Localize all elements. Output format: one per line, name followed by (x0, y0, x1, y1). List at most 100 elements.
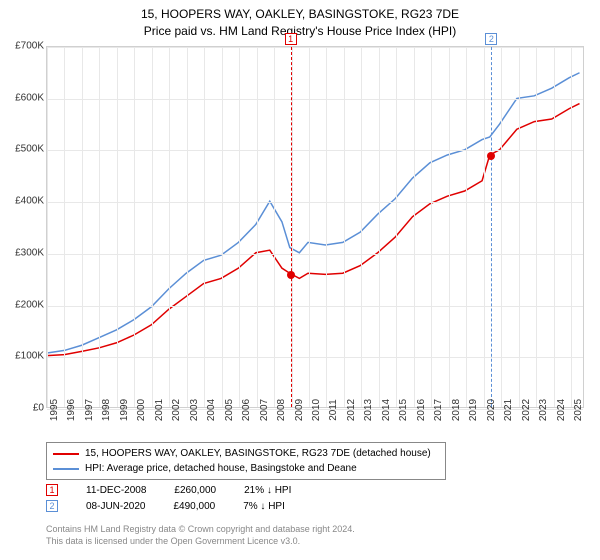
x-tick-label: 2003 (189, 399, 200, 421)
x-tick-label: 2016 (416, 399, 427, 421)
grid-line-v (396, 47, 397, 407)
x-tick-label: 2007 (259, 399, 270, 421)
grid-line-v (64, 47, 65, 407)
grid-line-v (536, 47, 537, 407)
x-tick-label: 2014 (381, 399, 392, 421)
grid-line-h (47, 306, 583, 307)
title-line-2: Price paid vs. HM Land Registry's House … (0, 23, 600, 40)
event-price: £490,000 (173, 501, 215, 512)
grid-line-v (134, 47, 135, 407)
grid-line-h (47, 99, 583, 100)
event-delta: 21% ↓ HPI (244, 485, 291, 496)
x-tick-label: 1998 (101, 399, 112, 421)
event-price: £260,000 (174, 485, 216, 496)
grid-line-v (431, 47, 432, 407)
grid-line-v (519, 47, 520, 407)
y-tick-label: £600K (2, 92, 44, 103)
event-date: 08-JUN-2020 (86, 501, 145, 512)
grid-line-v (554, 47, 555, 407)
footer-line-1: Contains HM Land Registry data © Crown c… (46, 524, 355, 536)
y-tick-label: £300K (2, 247, 44, 258)
x-tick-label: 2008 (276, 399, 287, 421)
title-line-1: 15, HOOPERS WAY, OAKLEY, BASINGSTOKE, RG… (0, 6, 600, 23)
x-tick-label: 2019 (468, 399, 479, 421)
grid-line-h (47, 202, 583, 203)
grid-line-v (187, 47, 188, 407)
grid-line-v (47, 47, 48, 407)
legend-item: 15, HOOPERS WAY, OAKLEY, BASINGSTOKE, RG… (53, 446, 439, 461)
x-tick-label: 2024 (556, 399, 567, 421)
grid-line-v (571, 47, 572, 407)
grid-line-v (501, 47, 502, 407)
data-marker (487, 152, 495, 160)
x-tick-label: 2013 (363, 399, 374, 421)
legend-swatch (53, 468, 79, 470)
title-block: 15, HOOPERS WAY, OAKLEY, BASINGSTOKE, RG… (0, 0, 600, 42)
legend-box: 15, HOOPERS WAY, OAKLEY, BASINGSTOKE, RG… (46, 442, 446, 480)
chart-svg (47, 47, 583, 407)
x-tick-label: 2005 (224, 399, 235, 421)
y-tick-label: £400K (2, 196, 44, 207)
grid-line-v (379, 47, 380, 407)
grid-line-v (344, 47, 345, 407)
x-tick-label: 1999 (119, 399, 130, 421)
y-tick-label: £500K (2, 144, 44, 155)
footer: Contains HM Land Registry data © Crown c… (46, 524, 355, 547)
x-tick-label: 2018 (451, 399, 462, 421)
grid-line-v (361, 47, 362, 407)
y-tick-label: £700K (2, 41, 44, 52)
legend-item: HPI: Average price, detached house, Basi… (53, 461, 439, 476)
chart-plot-area: 12 (46, 46, 584, 408)
grid-line-h (47, 357, 583, 358)
grid-line-v (326, 47, 327, 407)
y-tick-label: £200K (2, 299, 44, 310)
grid-line-v (414, 47, 415, 407)
grid-line-v (257, 47, 258, 407)
grid-line-h (47, 150, 583, 151)
footer-line-2: This data is licensed under the Open Gov… (46, 536, 355, 548)
grid-line-v (222, 47, 223, 407)
x-tick-label: 2001 (154, 399, 165, 421)
x-tick-label: 2020 (486, 399, 497, 421)
chart-container: 15, HOOPERS WAY, OAKLEY, BASINGSTOKE, RG… (0, 0, 600, 560)
grid-line-v (99, 47, 100, 407)
x-tick-label: 2010 (311, 399, 322, 421)
grid-line-v (292, 47, 293, 407)
legend-label: 15, HOOPERS WAY, OAKLEY, BASINGSTOKE, RG… (85, 446, 431, 461)
x-tick-label: 2011 (328, 399, 339, 421)
grid-line-v (169, 47, 170, 407)
grid-line-h (47, 47, 583, 48)
x-tick-label: 2002 (171, 399, 182, 421)
x-tick-label: 1995 (49, 399, 60, 421)
x-tick-label: 2025 (573, 399, 584, 421)
event-delta: 7% ↓ HPI (243, 501, 285, 512)
reference-line (491, 47, 492, 407)
x-tick-label: 2017 (433, 399, 444, 421)
x-tick-label: 2023 (538, 399, 549, 421)
grid-line-v (152, 47, 153, 407)
data-marker (287, 271, 295, 279)
grid-line-v (239, 47, 240, 407)
event-row: 2 08-JUN-2020 £490,000 7% ↓ HPI (46, 500, 291, 512)
y-tick-label: £100K (2, 351, 44, 362)
grid-line-v (117, 47, 118, 407)
event-rows: 1 11-DEC-2008 £260,000 21% ↓ HPI 2 08-JU… (46, 484, 291, 516)
grid-line-v (449, 47, 450, 407)
reference-badge: 2 (485, 33, 497, 45)
grid-line-v (82, 47, 83, 407)
grid-line-v (484, 47, 485, 407)
legend-swatch (53, 453, 79, 455)
x-tick-label: 2022 (521, 399, 532, 421)
series-line (47, 104, 580, 356)
x-tick-label: 1996 (66, 399, 77, 421)
x-tick-label: 2000 (136, 399, 147, 421)
grid-line-v (466, 47, 467, 407)
grid-line-v (204, 47, 205, 407)
series-line (47, 73, 580, 353)
reference-line (291, 47, 292, 407)
event-badge: 1 (46, 484, 58, 496)
x-tick-label: 2012 (346, 399, 357, 421)
event-date: 11-DEC-2008 (86, 485, 146, 496)
x-tick-label: 2004 (206, 399, 217, 421)
legend-label: HPI: Average price, detached house, Basi… (85, 461, 357, 476)
